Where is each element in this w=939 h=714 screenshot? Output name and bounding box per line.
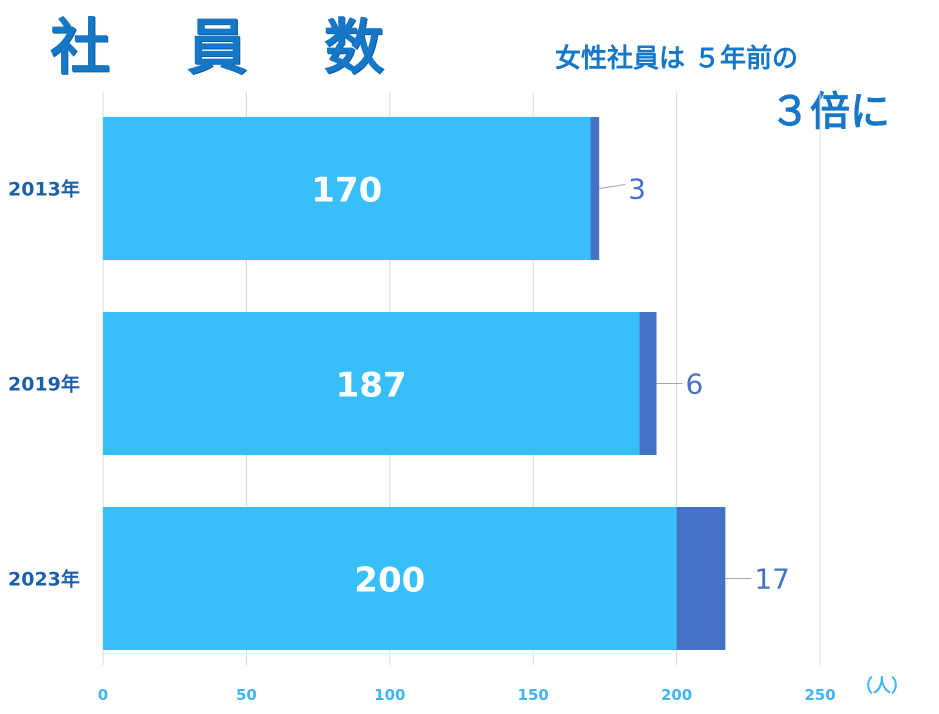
data-label-total: 170 — [311, 171, 382, 211]
data-label-total: 187 — [336, 366, 407, 406]
data-label-female: 6 — [686, 368, 704, 401]
data-label-female: 3 — [628, 173, 646, 206]
data-label-female: 17 — [754, 563, 790, 596]
category-label: 2019年 — [8, 373, 80, 396]
chart-subtitle-line2: ３倍に — [770, 89, 890, 135]
x-axis-unit-label: （人） — [855, 676, 909, 697]
chart-subtitle-line1: 女性社員は ５年前の — [555, 44, 799, 74]
bar-female — [676, 507, 726, 650]
category-label: 2013年 — [8, 178, 80, 201]
x-tick-label: 200 — [661, 686, 692, 704]
x-tick-label: 50 — [236, 686, 257, 704]
chart-title: 社 員 数 — [50, 13, 412, 83]
leader-line — [599, 184, 626, 189]
data-label-total: 200 — [354, 561, 425, 601]
x-tick-label: 0 — [98, 686, 108, 704]
bar-total — [103, 507, 677, 650]
bar-total — [103, 312, 640, 455]
bar-total — [103, 117, 591, 260]
bar-female — [639, 312, 657, 455]
category-label: 2023年 — [8, 568, 80, 591]
x-tick-label: 100 — [374, 686, 405, 704]
x-tick-label: 250 — [804, 686, 835, 704]
x-tick-label: 150 — [518, 686, 549, 704]
bar-female — [590, 117, 600, 260]
